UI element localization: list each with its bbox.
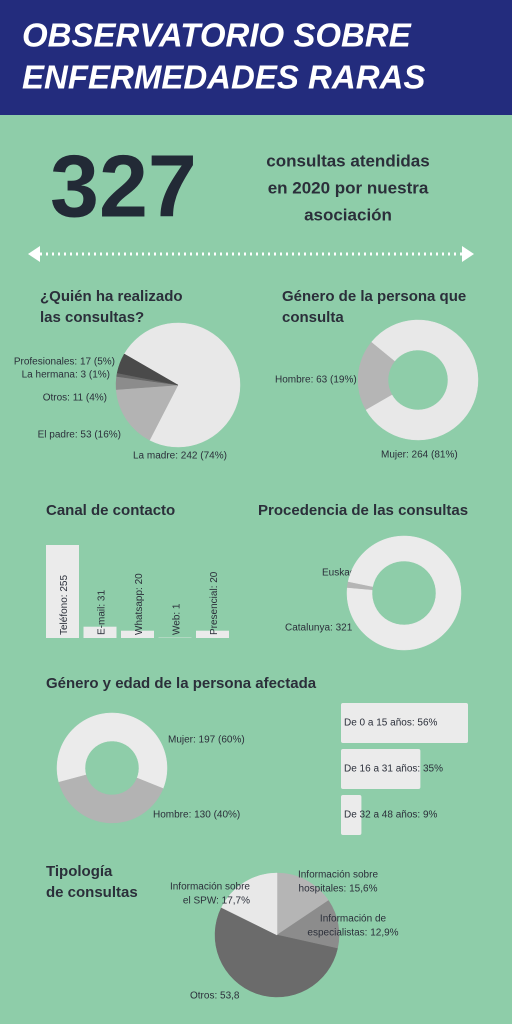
data-label: Whatsapp: 20 xyxy=(134,573,145,635)
chart-title: Tipología xyxy=(46,863,113,880)
data-label: hospitales: 15,6% xyxy=(299,884,378,895)
headline-text: en 2020 por nuestra xyxy=(268,178,429,197)
chart-title: consulta xyxy=(282,309,344,326)
chart-title: Género de la persona que xyxy=(282,288,466,305)
data-label: De 32 a 48 años: 9% xyxy=(344,810,438,821)
data-label: La hermana: 3 (1%) xyxy=(22,370,110,381)
slice xyxy=(221,872,278,936)
chart-title: de consultas xyxy=(46,884,138,901)
chart-title: Género y edad de la persona afectada xyxy=(46,675,317,692)
slice xyxy=(214,907,338,998)
arrow-head xyxy=(28,246,40,262)
data-label: Profesionales: 17 (5%) xyxy=(14,357,115,368)
headline-text: consultas atendidas xyxy=(266,151,429,170)
chart-title: las consultas? xyxy=(40,309,144,326)
slice xyxy=(123,322,241,448)
data-label: Mujer: 264 (81%) xyxy=(381,450,458,461)
header-title: ENFERMEDADES RARAS xyxy=(22,59,425,96)
chart-title: ¿Quién ha realizado xyxy=(40,288,183,305)
headline-number: 327 xyxy=(50,136,197,235)
bar xyxy=(196,630,229,638)
data-label: Catalunya: 321 xyxy=(285,623,353,634)
data-label: Otros: 53,8 xyxy=(190,991,240,1002)
slice xyxy=(58,774,164,824)
chart-title: Procedencia de las consultas xyxy=(258,502,468,519)
slice xyxy=(116,353,179,386)
slice xyxy=(346,535,462,651)
header-title: OBSERVATORIO SOBRE xyxy=(22,17,412,54)
bar xyxy=(341,749,421,789)
data-label: Presencial: 20 xyxy=(209,571,220,635)
data-label: Hombre: 130 (40%) xyxy=(153,810,240,821)
data-label: Web: 1 xyxy=(172,603,183,635)
data-label: La madre: 242 (74%) xyxy=(133,451,227,462)
data-label: El padre: 53 (16%) xyxy=(38,430,121,441)
header-band xyxy=(0,0,512,115)
chart-title: Canal de contacto xyxy=(46,502,175,519)
data-label: Euskadi: 6 xyxy=(322,568,369,579)
headline-text: asociación xyxy=(304,205,392,224)
data-label: Hombre: 63 (19%) xyxy=(275,375,357,386)
bar xyxy=(83,626,117,638)
slice xyxy=(365,319,479,441)
data-label: Información de xyxy=(320,914,387,925)
data-label: Información sobre xyxy=(170,882,250,893)
data-label: De 16 a 31 años: 35% xyxy=(344,764,443,775)
data-label: Otros: 11 (4%) xyxy=(43,393,107,404)
data-label: el SPW: 17,7% xyxy=(183,896,250,907)
arrow-head xyxy=(462,246,474,262)
data-label: Información sobre xyxy=(298,870,378,881)
bar xyxy=(341,795,362,835)
bar xyxy=(121,630,154,638)
data-label: Mujer: 197 (60%) xyxy=(168,735,245,746)
data-label: E-mail: 31 xyxy=(97,590,108,635)
bar xyxy=(341,703,468,743)
data-label: De 0 a 15 años: 56% xyxy=(344,718,438,729)
data-label: especialistas: 12,9% xyxy=(307,928,398,939)
data-label: Teléfono: 255 xyxy=(59,575,70,635)
bar xyxy=(46,545,79,638)
